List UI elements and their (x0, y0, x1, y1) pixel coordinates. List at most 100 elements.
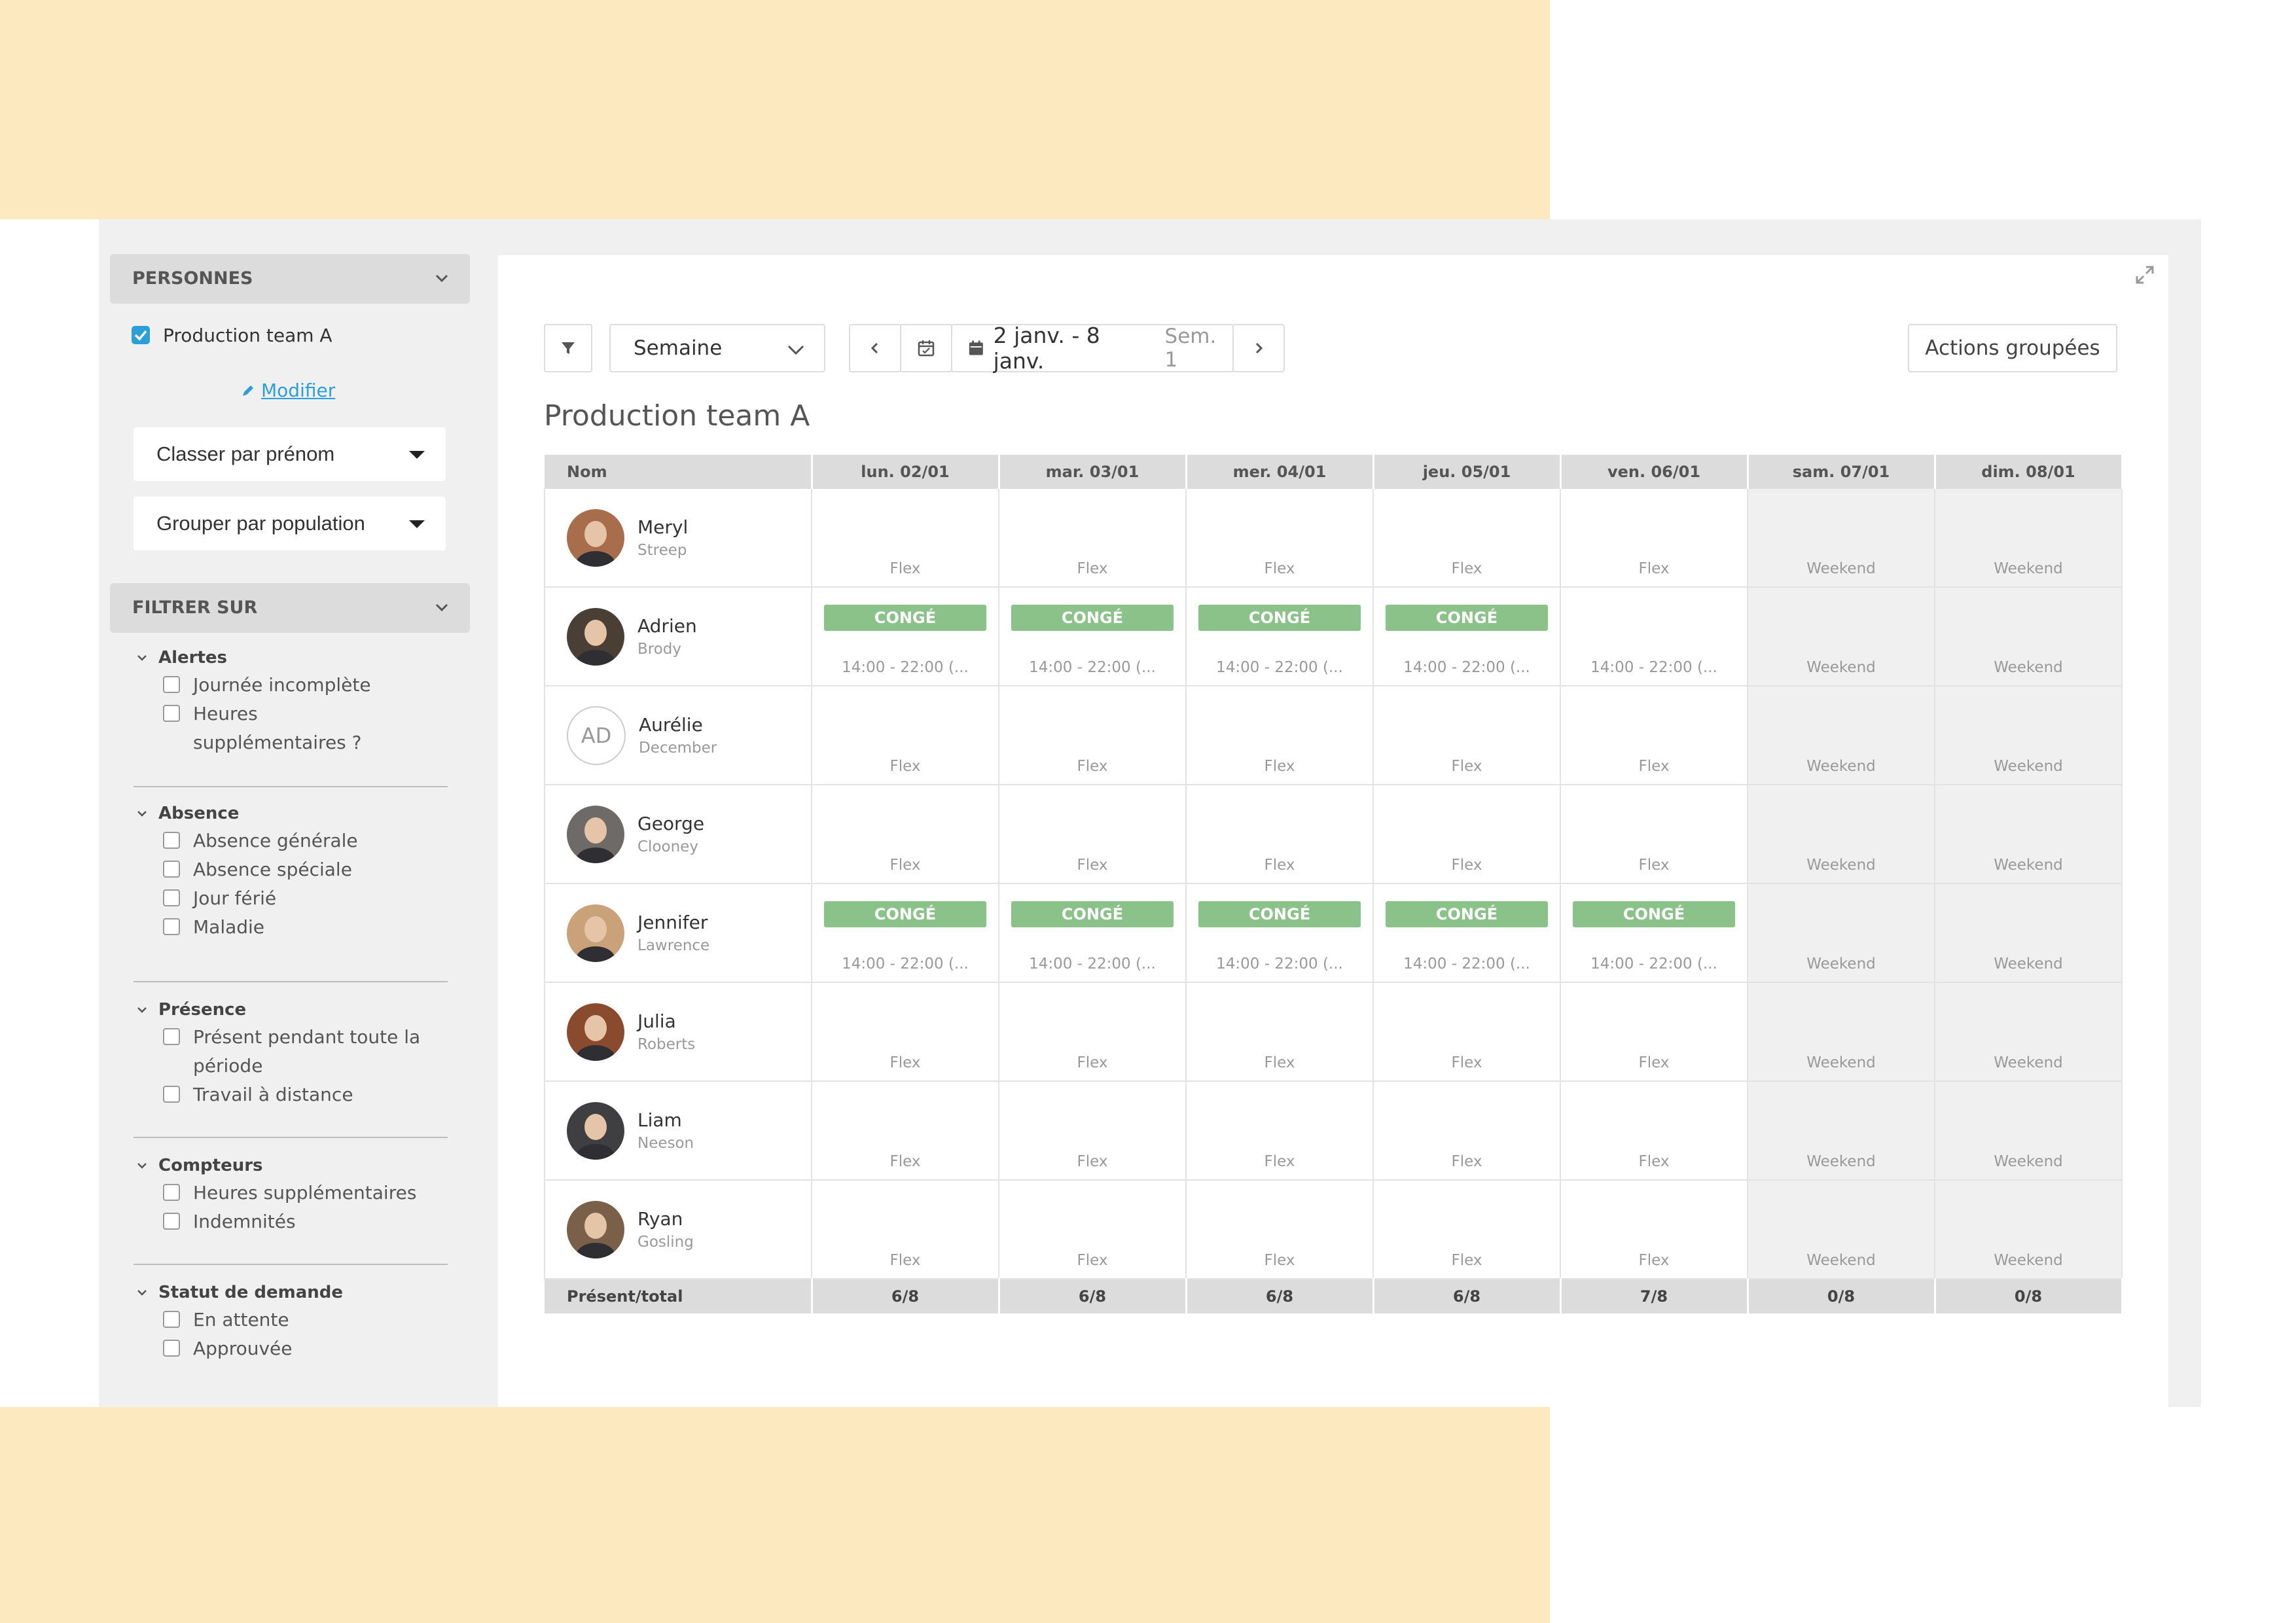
schedule-cell[interactable]: Weekend (1748, 1180, 1935, 1279)
schedule-cell[interactable]: Flex (1186, 785, 1374, 884)
filter-option[interactable]: Heures supplémentaires (163, 1179, 448, 1207)
bulk-actions-button[interactable]: Actions groupées (1908, 324, 2117, 372)
schedule-cell[interactable]: Flex (999, 686, 1187, 785)
schedule-cell[interactable]: Weekend (1935, 489, 2123, 588)
schedule-cell[interactable]: Flex (999, 489, 1187, 588)
schedule-cell[interactable]: CONGÉ 14:00 - 22:00 (... (1186, 883, 1374, 983)
person-cell[interactable]: Ryan Gosling (544, 1180, 812, 1279)
schedule-cell[interactable]: Weekend (1748, 489, 1935, 588)
person-cell[interactable]: George Clooney (544, 785, 812, 884)
schedule-cell[interactable]: Flex (812, 1081, 999, 1181)
schedule-cell[interactable]: Flex (1560, 982, 1748, 1082)
checkbox[interactable] (163, 676, 180, 693)
filter-option[interactable]: Heures supplémentaires ? (163, 700, 448, 757)
schedule-cell[interactable]: Flex (999, 982, 1187, 1082)
checkbox[interactable] (163, 1184, 180, 1201)
filter-option[interactable]: En attente (163, 1306, 448, 1334)
schedule-cell[interactable]: CONGÉ 14:00 - 22:00 (... (1373, 883, 1561, 983)
schedule-cell[interactable]: Flex (1560, 785, 1748, 884)
checkbox[interactable] (163, 1028, 180, 1045)
schedule-cell[interactable]: CONGÉ 14:00 - 22:00 (... (1373, 587, 1561, 687)
schedule-cell[interactable]: Weekend (1935, 1081, 2123, 1181)
person-cell[interactable]: AD Aurélie December (544, 686, 812, 785)
schedule-cell[interactable]: Flex (812, 982, 999, 1082)
schedule-cell[interactable]: Flex (1373, 686, 1561, 785)
schedule-cell[interactable]: Weekend (1935, 785, 2123, 884)
schedule-cell[interactable]: Weekend (1748, 1081, 1935, 1181)
filter-group-toggle[interactable]: Absence (134, 800, 448, 827)
filter-option[interactable]: Absence générale (163, 827, 448, 855)
filter-group-toggle[interactable]: Statut de demande (134, 1279, 448, 1306)
filter-option[interactable]: Jour férié (163, 884, 448, 913)
filter-option[interactable]: Présent pendant toute la période (163, 1023, 448, 1080)
schedule-cell[interactable]: Flex (812, 1180, 999, 1279)
filter-section-header[interactable]: FILTRER SUR (110, 583, 470, 633)
checkbox[interactable] (163, 832, 180, 849)
schedule-cell[interactable]: Flex (1373, 1081, 1561, 1181)
schedule-cell[interactable]: Flex (812, 686, 999, 785)
schedule-cell[interactable]: Flex (1186, 686, 1374, 785)
schedule-cell[interactable]: Weekend (1935, 587, 2123, 687)
next-button[interactable] (1232, 324, 1285, 372)
filter-option[interactable]: Journée incomplète (163, 671, 448, 700)
filter-group-toggle[interactable]: Présence (134, 997, 448, 1023)
date-range-display[interactable]: 2 janv. - 8 janv. Sem. 1 (951, 323, 1234, 374)
filter-button[interactable] (544, 324, 592, 372)
checkbox[interactable] (163, 705, 180, 722)
schedule-cell[interactable]: Flex (1373, 1180, 1561, 1279)
schedule-cell[interactable]: Weekend (1935, 883, 2123, 983)
calendar-button[interactable] (900, 324, 952, 372)
schedule-cell[interactable]: Flex (812, 489, 999, 588)
checkbox[interactable] (163, 1086, 180, 1103)
sort-select[interactable]: Classer par prénom (134, 427, 446, 481)
persons-section-header[interactable]: PERSONNES (110, 254, 470, 304)
schedule-cell[interactable]: Flex (1560, 1081, 1748, 1181)
filter-group-toggle[interactable]: Alertes (134, 645, 448, 671)
schedule-cell[interactable]: Flex (1373, 982, 1561, 1082)
filter-option[interactable]: Maladie (163, 913, 448, 942)
schedule-cell[interactable]: Weekend (1748, 982, 1935, 1082)
filter-group-toggle[interactable]: Compteurs (134, 1152, 448, 1179)
checkbox[interactable] (163, 1311, 180, 1328)
checkbox[interactable] (163, 918, 180, 935)
schedule-cell[interactable]: Weekend (1748, 686, 1935, 785)
expand-icon[interactable] (2133, 263, 2157, 287)
schedule-cell[interactable]: 14:00 - 22:00 (... (1560, 587, 1748, 687)
schedule-cell[interactable]: Flex (1186, 489, 1374, 588)
schedule-cell[interactable]: CONGÉ 14:00 - 22:00 (... (1186, 587, 1374, 687)
filter-option[interactable]: Indemnités (163, 1207, 448, 1236)
checkbox[interactable] (163, 889, 180, 906)
person-cell[interactable]: Jennifer Lawrence (544, 883, 812, 983)
filter-option[interactable]: Travail à distance (163, 1080, 448, 1109)
schedule-cell[interactable]: Flex (812, 785, 999, 884)
person-cell[interactable]: Julia Roberts (544, 982, 812, 1082)
team-checkbox-row[interactable]: Production team A (132, 322, 332, 348)
schedule-cell[interactable]: CONGÉ 14:00 - 22:00 (... (812, 883, 999, 983)
filter-option[interactable]: Approuvée (163, 1334, 448, 1363)
schedule-cell[interactable]: CONGÉ 14:00 - 22:00 (... (999, 883, 1187, 983)
schedule-cell[interactable]: Flex (1560, 686, 1748, 785)
schedule-cell[interactable]: Weekend (1748, 587, 1935, 687)
schedule-cell[interactable]: Flex (999, 1180, 1187, 1279)
checkbox[interactable] (163, 1213, 180, 1230)
person-cell[interactable]: Adrien Brody (544, 587, 812, 687)
schedule-cell[interactable]: Flex (1560, 1180, 1748, 1279)
schedule-cell[interactable]: Flex (999, 1081, 1187, 1181)
schedule-cell[interactable]: Flex (1373, 785, 1561, 884)
schedule-cell[interactable]: Weekend (1935, 686, 2123, 785)
filter-option[interactable]: Absence spéciale (163, 855, 448, 884)
modify-link[interactable]: Modifier (240, 380, 335, 401)
schedule-cell[interactable]: CONGÉ 14:00 - 22:00 (... (1560, 883, 1748, 983)
schedule-cell[interactable]: Flex (1373, 489, 1561, 588)
schedule-cell[interactable]: Flex (1560, 489, 1748, 588)
group-select[interactable]: Grouper par population (134, 497, 446, 550)
previous-button[interactable] (849, 324, 901, 372)
person-cell[interactable]: Liam Neeson (544, 1081, 812, 1181)
schedule-cell[interactable]: Flex (1186, 1081, 1374, 1181)
schedule-cell[interactable]: Weekend (1748, 883, 1935, 983)
checkbox[interactable] (163, 1340, 180, 1357)
schedule-cell[interactable]: Weekend (1748, 785, 1935, 884)
schedule-cell[interactable]: Weekend (1935, 982, 2123, 1082)
checkbox[interactable] (163, 861, 180, 878)
schedule-cell[interactable]: Flex (1186, 1180, 1374, 1279)
